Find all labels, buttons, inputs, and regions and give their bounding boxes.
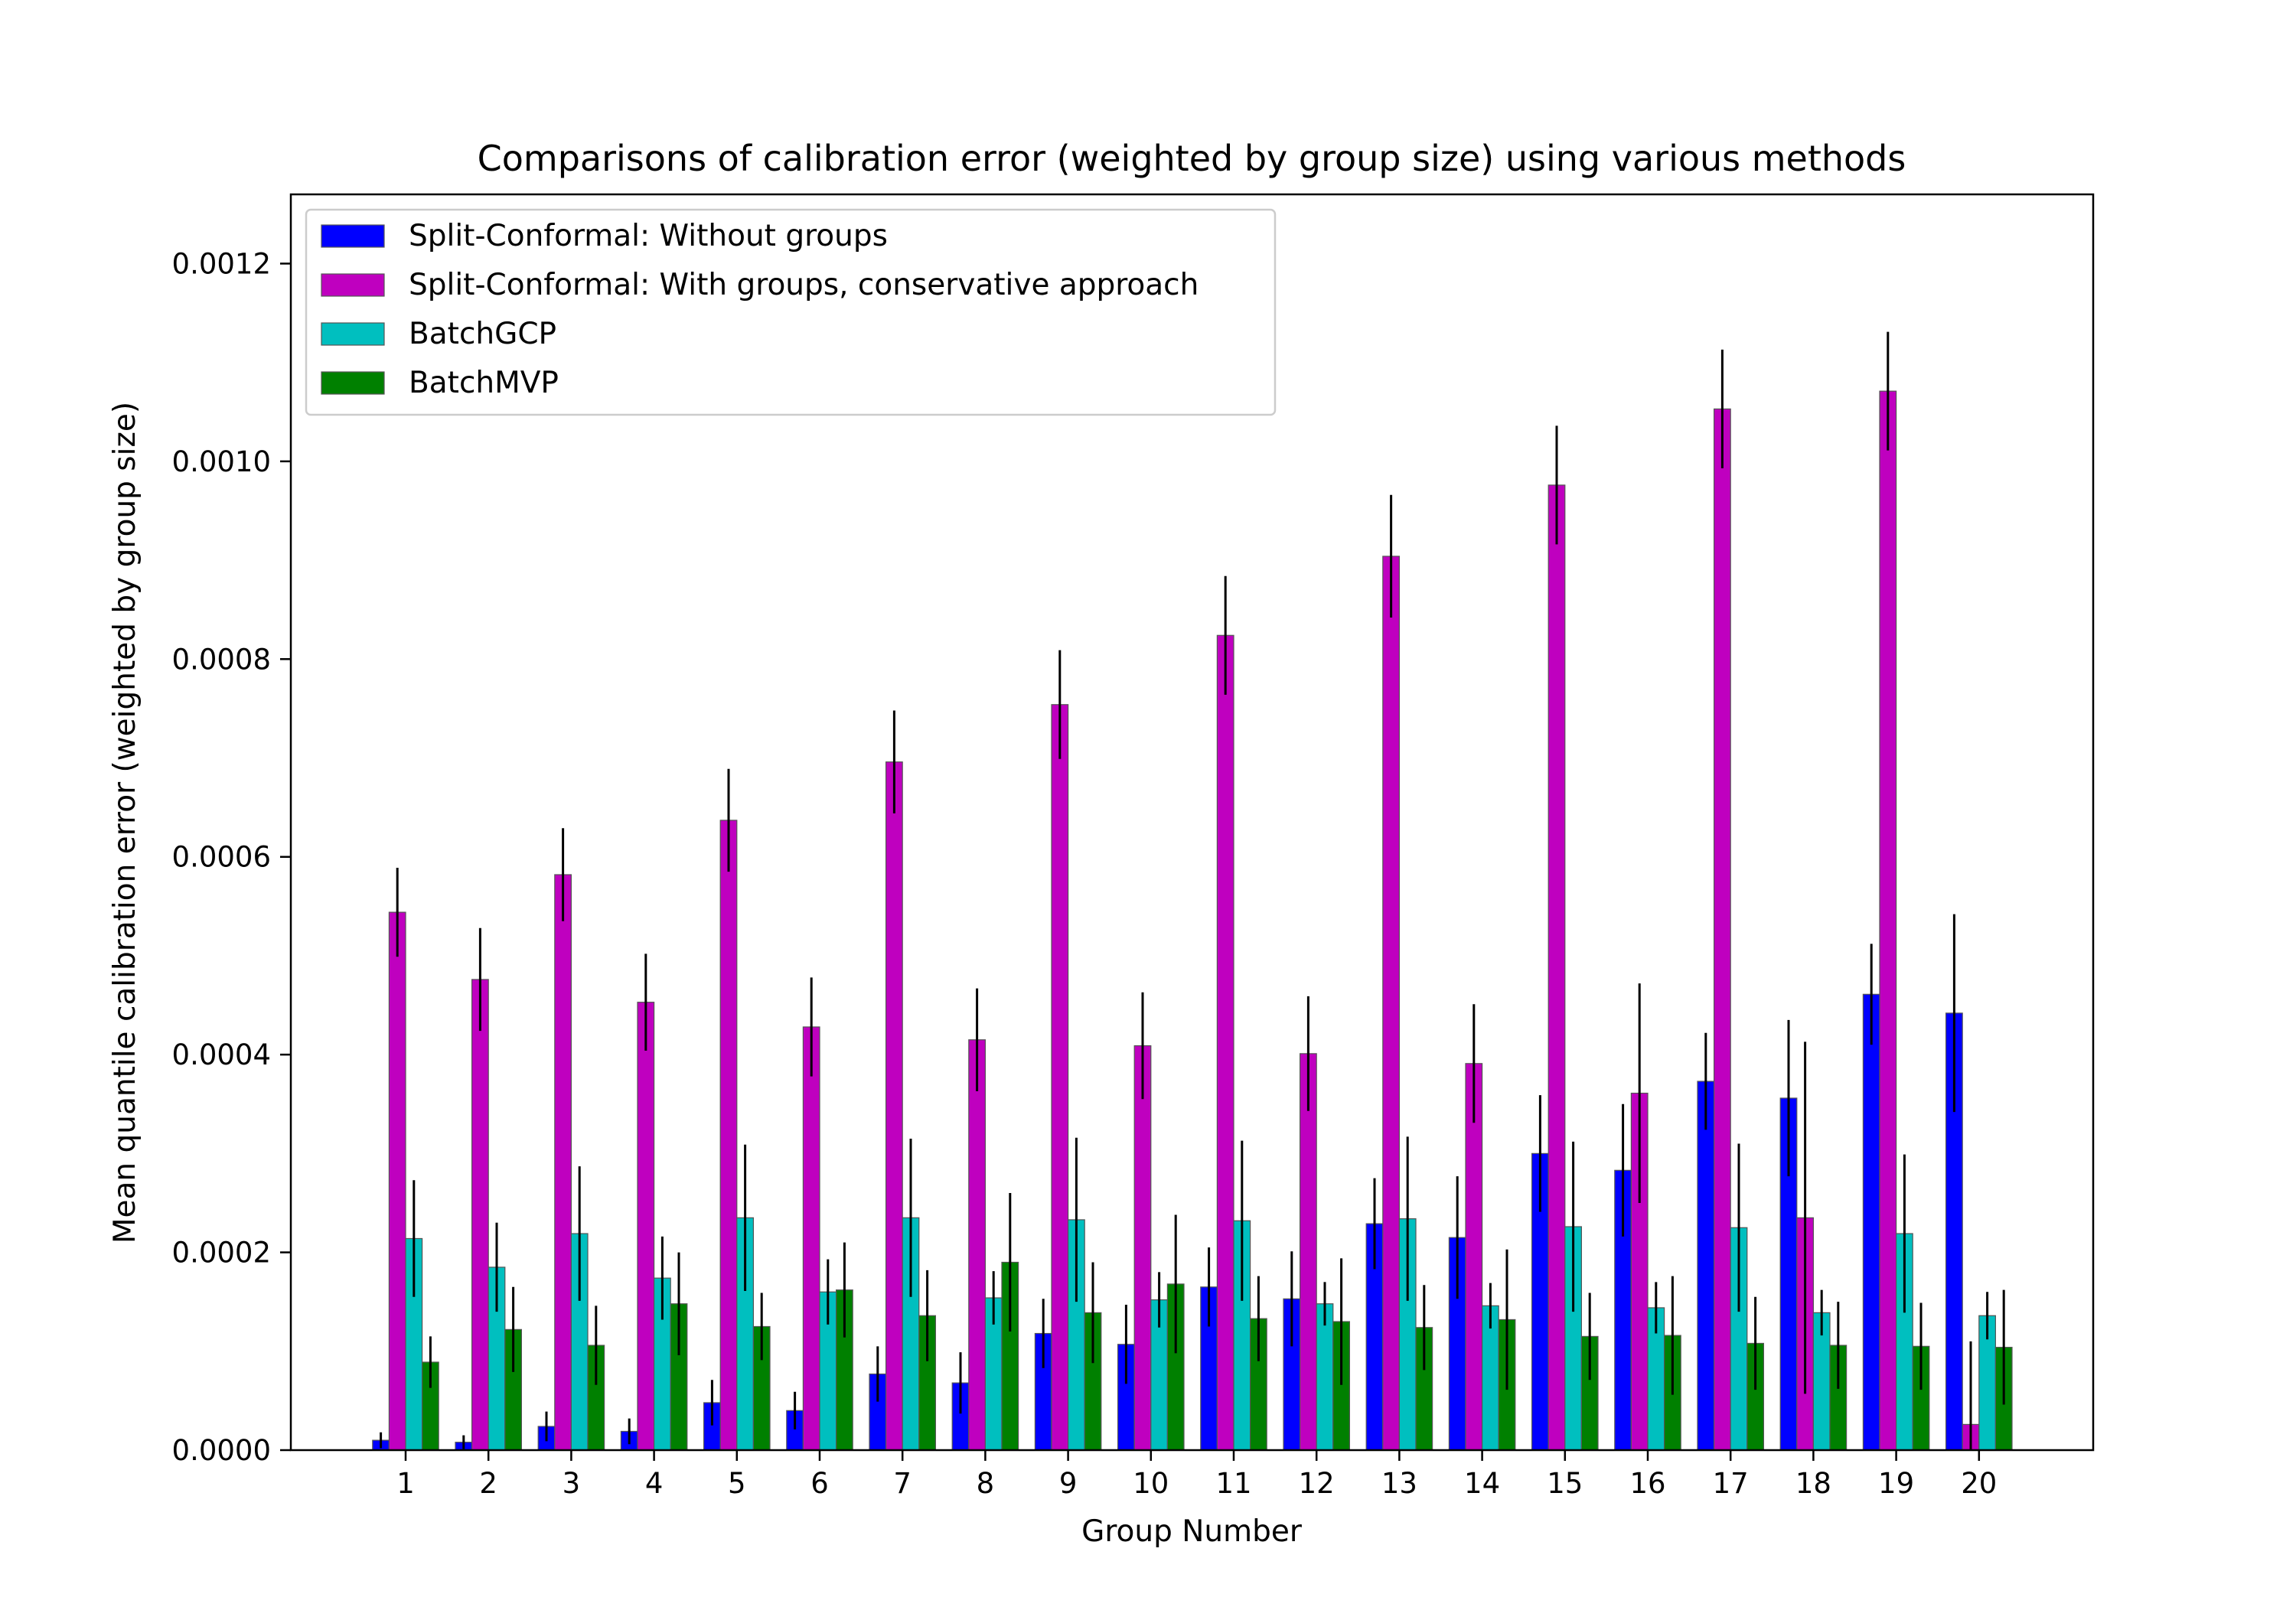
x-tick-label: 12 <box>1299 1467 1335 1500</box>
legend-label-series1: Split-Conformal: Without groups <box>409 219 888 253</box>
y-axis: 0.0000 0.0002 0.0004 0.0006 0.0008 0.0010 0.00… <box>172 247 291 1467</box>
legend-box <box>305 208 1277 416</box>
y-tick-label: 0.0012 <box>172 247 271 280</box>
x-tick-label: 18 <box>1795 1467 1831 1500</box>
y-tick-label: 0.0004 <box>172 1038 271 1071</box>
legend: Split-Conformal: Without groups Split-Con… <box>305 208 1277 416</box>
plot-frame <box>289 193 2095 1452</box>
bar-series2-group19 <box>1879 390 1897 1451</box>
x-tick-label: 14 <box>1464 1467 1500 1500</box>
bar-series2-group2 <box>471 979 489 1451</box>
x-tick-label: 19 <box>1878 1467 1914 1500</box>
bar-series2-group13 <box>1382 556 1401 1451</box>
bar-series3-group12 <box>1316 1303 1334 1451</box>
bar-series2-group10 <box>1133 1045 1152 1451</box>
x-tick-label: 11 <box>1215 1467 1251 1500</box>
y-tick-label: 0.0000 <box>172 1434 271 1467</box>
legend-items: Split-Conformal: Without groups Split-Con… <box>321 219 1199 400</box>
x-tick-label: 13 <box>1381 1467 1417 1500</box>
y-tick-label: 0.0002 <box>172 1237 271 1270</box>
x-tick-label: 4 <box>645 1467 664 1500</box>
x-tick-label: 15 <box>1547 1467 1583 1500</box>
bar-series2-group11 <box>1216 634 1234 1451</box>
error-bars-layer <box>380 331 2005 1450</box>
bar-series2-group4 <box>637 1002 655 1451</box>
bar-series2-group6 <box>802 1026 820 1451</box>
x-axis-title: Group Number <box>1081 1514 1303 1549</box>
bar-series1-group19 <box>1862 993 1880 1451</box>
bars-layer <box>372 390 2013 1451</box>
bar-series2-group8 <box>968 1039 987 1451</box>
x-tick-label: 7 <box>893 1467 912 1500</box>
bar-series2-group3 <box>554 874 572 1451</box>
bar-series2-group15 <box>1548 484 1566 1451</box>
y-tick-label: 0.0008 <box>172 643 271 676</box>
legend-label-series3: BatchGCP <box>409 317 556 351</box>
x-tick-label: 17 <box>1713 1467 1749 1500</box>
bar-series2-group7 <box>885 761 903 1451</box>
x-axis: 1 2 3 4 5 6 7 8 9 10 11 12 13 14 15 16 17 18 19 20 <box>396 1450 1997 1500</box>
x-tick-label: 20 <box>1961 1467 1997 1500</box>
legend-swatch-series1 <box>321 224 385 248</box>
legend-swatch-series2 <box>321 273 385 297</box>
bar-series2-group12 <box>1299 1053 1317 1451</box>
y-axis-title: Mean quantile calibration error (weighte… <box>108 402 142 1244</box>
legend-swatch-series4 <box>321 371 385 395</box>
x-tick-label: 8 <box>977 1467 995 1500</box>
y-tick-label: 0.0010 <box>172 445 271 478</box>
chart-title: Comparisons of calibration error (weight… <box>478 138 1906 179</box>
x-tick-label: 10 <box>1133 1467 1169 1500</box>
x-tick-label: 6 <box>810 1467 829 1500</box>
x-tick-label: 5 <box>728 1467 746 1500</box>
legend-label-series2: Split-Conformal: With groups, conservati… <box>409 268 1199 302</box>
x-tick-label: 9 <box>1059 1467 1078 1500</box>
bar-series2-group5 <box>719 820 738 1451</box>
bar-series2-group1 <box>388 911 406 1451</box>
x-tick-label: 3 <box>563 1467 581 1500</box>
bar-series1-group17 <box>1697 1081 1715 1451</box>
legend-swatch-series3 <box>321 322 385 346</box>
x-tick-label: 2 <box>479 1467 497 1500</box>
bar-series2-group17 <box>1714 408 1731 1451</box>
legend-label-series4: BatchMVP <box>409 366 559 400</box>
bar-series2-group9 <box>1051 704 1069 1451</box>
x-tick-label: 1 <box>396 1467 415 1500</box>
y-tick-label: 0.0006 <box>172 841 271 874</box>
x-tick-label: 16 <box>1629 1467 1665 1500</box>
